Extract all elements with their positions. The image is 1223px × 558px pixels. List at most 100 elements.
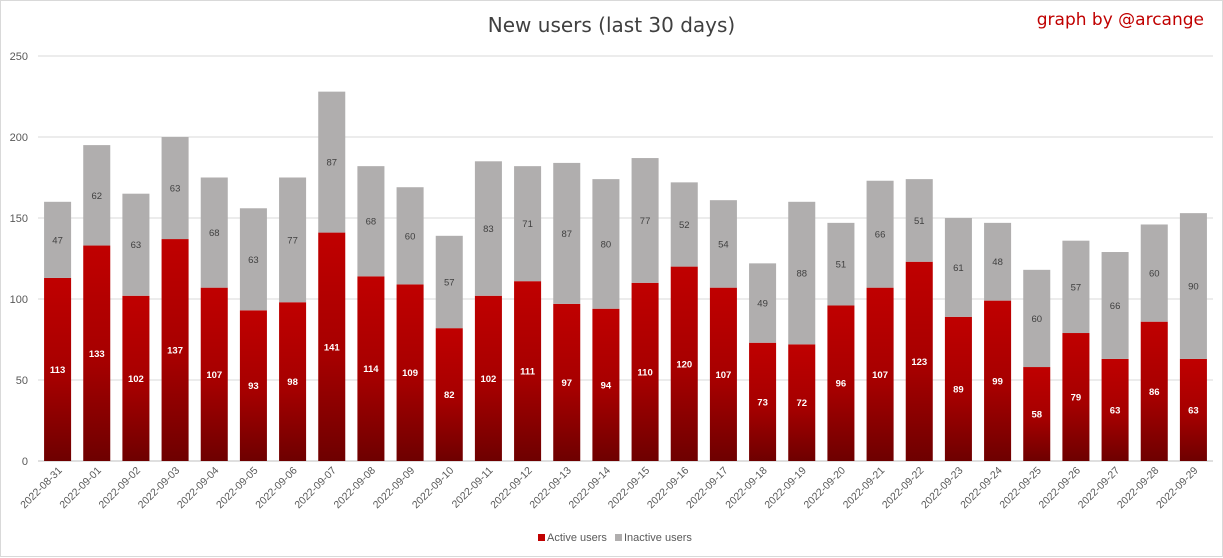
bar-active [592,308,620,461]
bar-active [1140,321,1168,461]
data-label-active: 107 [872,370,888,381]
bar-inactive [905,179,933,262]
bar-inactive [1023,269,1051,368]
data-label-active: 111 [520,367,536,378]
bar-inactive [83,145,111,246]
bar-inactive [1179,213,1207,359]
data-label-inactive: 63 [170,184,181,195]
data-label-active: 137 [167,346,183,357]
bar-inactive [749,263,777,343]
bar-active [396,284,424,461]
y-tick-label: 200 [10,132,28,144]
bar-inactive [396,187,424,285]
bar-active [318,232,346,461]
data-label-active: 107 [206,370,222,381]
data-label-active: 82 [444,390,455,401]
bar-inactive [279,177,307,303]
bar-inactive [1140,224,1168,322]
data-label-active: 109 [402,368,418,379]
bar-inactive [200,177,228,288]
data-label-inactive: 54 [718,239,729,250]
bar-active [905,261,933,461]
data-label-inactive: 77 [287,235,298,246]
data-label-inactive: 52 [679,220,690,231]
data-label-active: 86 [1149,387,1160,398]
bar-active [474,295,502,461]
data-label-inactive: 49 [757,299,768,310]
bar-active [279,302,307,461]
x-tick-label: 2022-09-29 [1154,465,1201,512]
data-label-active: 133 [89,349,105,360]
data-label-inactive: 60 [405,231,416,242]
bar-inactive [709,200,737,288]
bar-inactive [435,235,463,329]
bar-inactive [631,158,659,283]
data-label-active: 96 [836,379,847,390]
legend-label: Inactive users [624,532,692,544]
data-label-inactive: 51 [914,216,925,227]
data-label-inactive: 51 [836,260,847,271]
bar-inactive [553,162,581,304]
bar-inactive [122,193,150,296]
bar-active [1062,333,1090,461]
data-label-inactive: 90 [1188,282,1199,293]
bar-active [827,305,855,461]
data-label-active: 63 [1188,405,1199,416]
data-label-active: 58 [1031,410,1042,421]
data-label-active: 94 [601,380,612,391]
bar-active [788,344,816,461]
bar-active [866,287,894,461]
bar-inactive [984,222,1012,301]
bar-inactive [44,201,72,278]
bar-inactive [592,179,620,309]
bar-inactive [1062,240,1090,334]
data-label-inactive: 47 [52,235,63,246]
bar-active [1179,358,1207,461]
y-tick-label: 0 [22,456,28,468]
data-label-active: 93 [248,381,259,392]
data-label-inactive: 57 [444,277,455,288]
bar-inactive [239,208,267,311]
bar-inactive [670,182,698,267]
data-label-active: 99 [992,376,1003,387]
data-label-inactive: 87 [326,158,337,169]
data-label-inactive: 60 [1149,269,1160,280]
legend-swatch [538,534,545,541]
bar-active [357,276,385,461]
data-label-inactive: 60 [1031,314,1042,325]
bar-active [435,328,463,461]
legend-label: Active users [547,532,607,544]
bar-active [44,277,72,461]
bar-active [631,282,659,461]
data-label-inactive: 68 [366,217,377,228]
data-label-active: 98 [287,377,298,388]
data-label-active: 141 [324,342,341,353]
data-label-active: 114 [363,364,379,375]
data-label-active: 72 [796,398,807,409]
y-tick-label: 100 [10,294,28,306]
data-label-inactive: 57 [1071,282,1082,293]
bar-active [1101,358,1129,461]
y-tick-label: 150 [10,213,28,225]
data-label-inactive: 66 [875,230,886,241]
bar-inactive [827,222,855,306]
bar-active [200,287,228,461]
bar-active [984,300,1012,461]
bar-inactive [788,201,816,345]
bar-active [670,266,698,461]
data-label-inactive: 80 [601,239,612,250]
bar-active [553,303,581,461]
bar-inactive [1101,252,1129,359]
data-label-inactive: 63 [248,255,259,266]
bar-inactive [357,166,385,277]
data-label-active: 97 [561,378,572,389]
data-label-active: 63 [1110,405,1121,416]
data-label-active: 73 [757,397,768,408]
data-label-active: 123 [911,357,927,368]
bar-inactive [161,137,189,240]
bar-active [239,310,267,461]
legend-swatch [615,534,622,541]
x-tick-label: 2022-09-10 [410,465,457,512]
bar-active [122,295,150,461]
